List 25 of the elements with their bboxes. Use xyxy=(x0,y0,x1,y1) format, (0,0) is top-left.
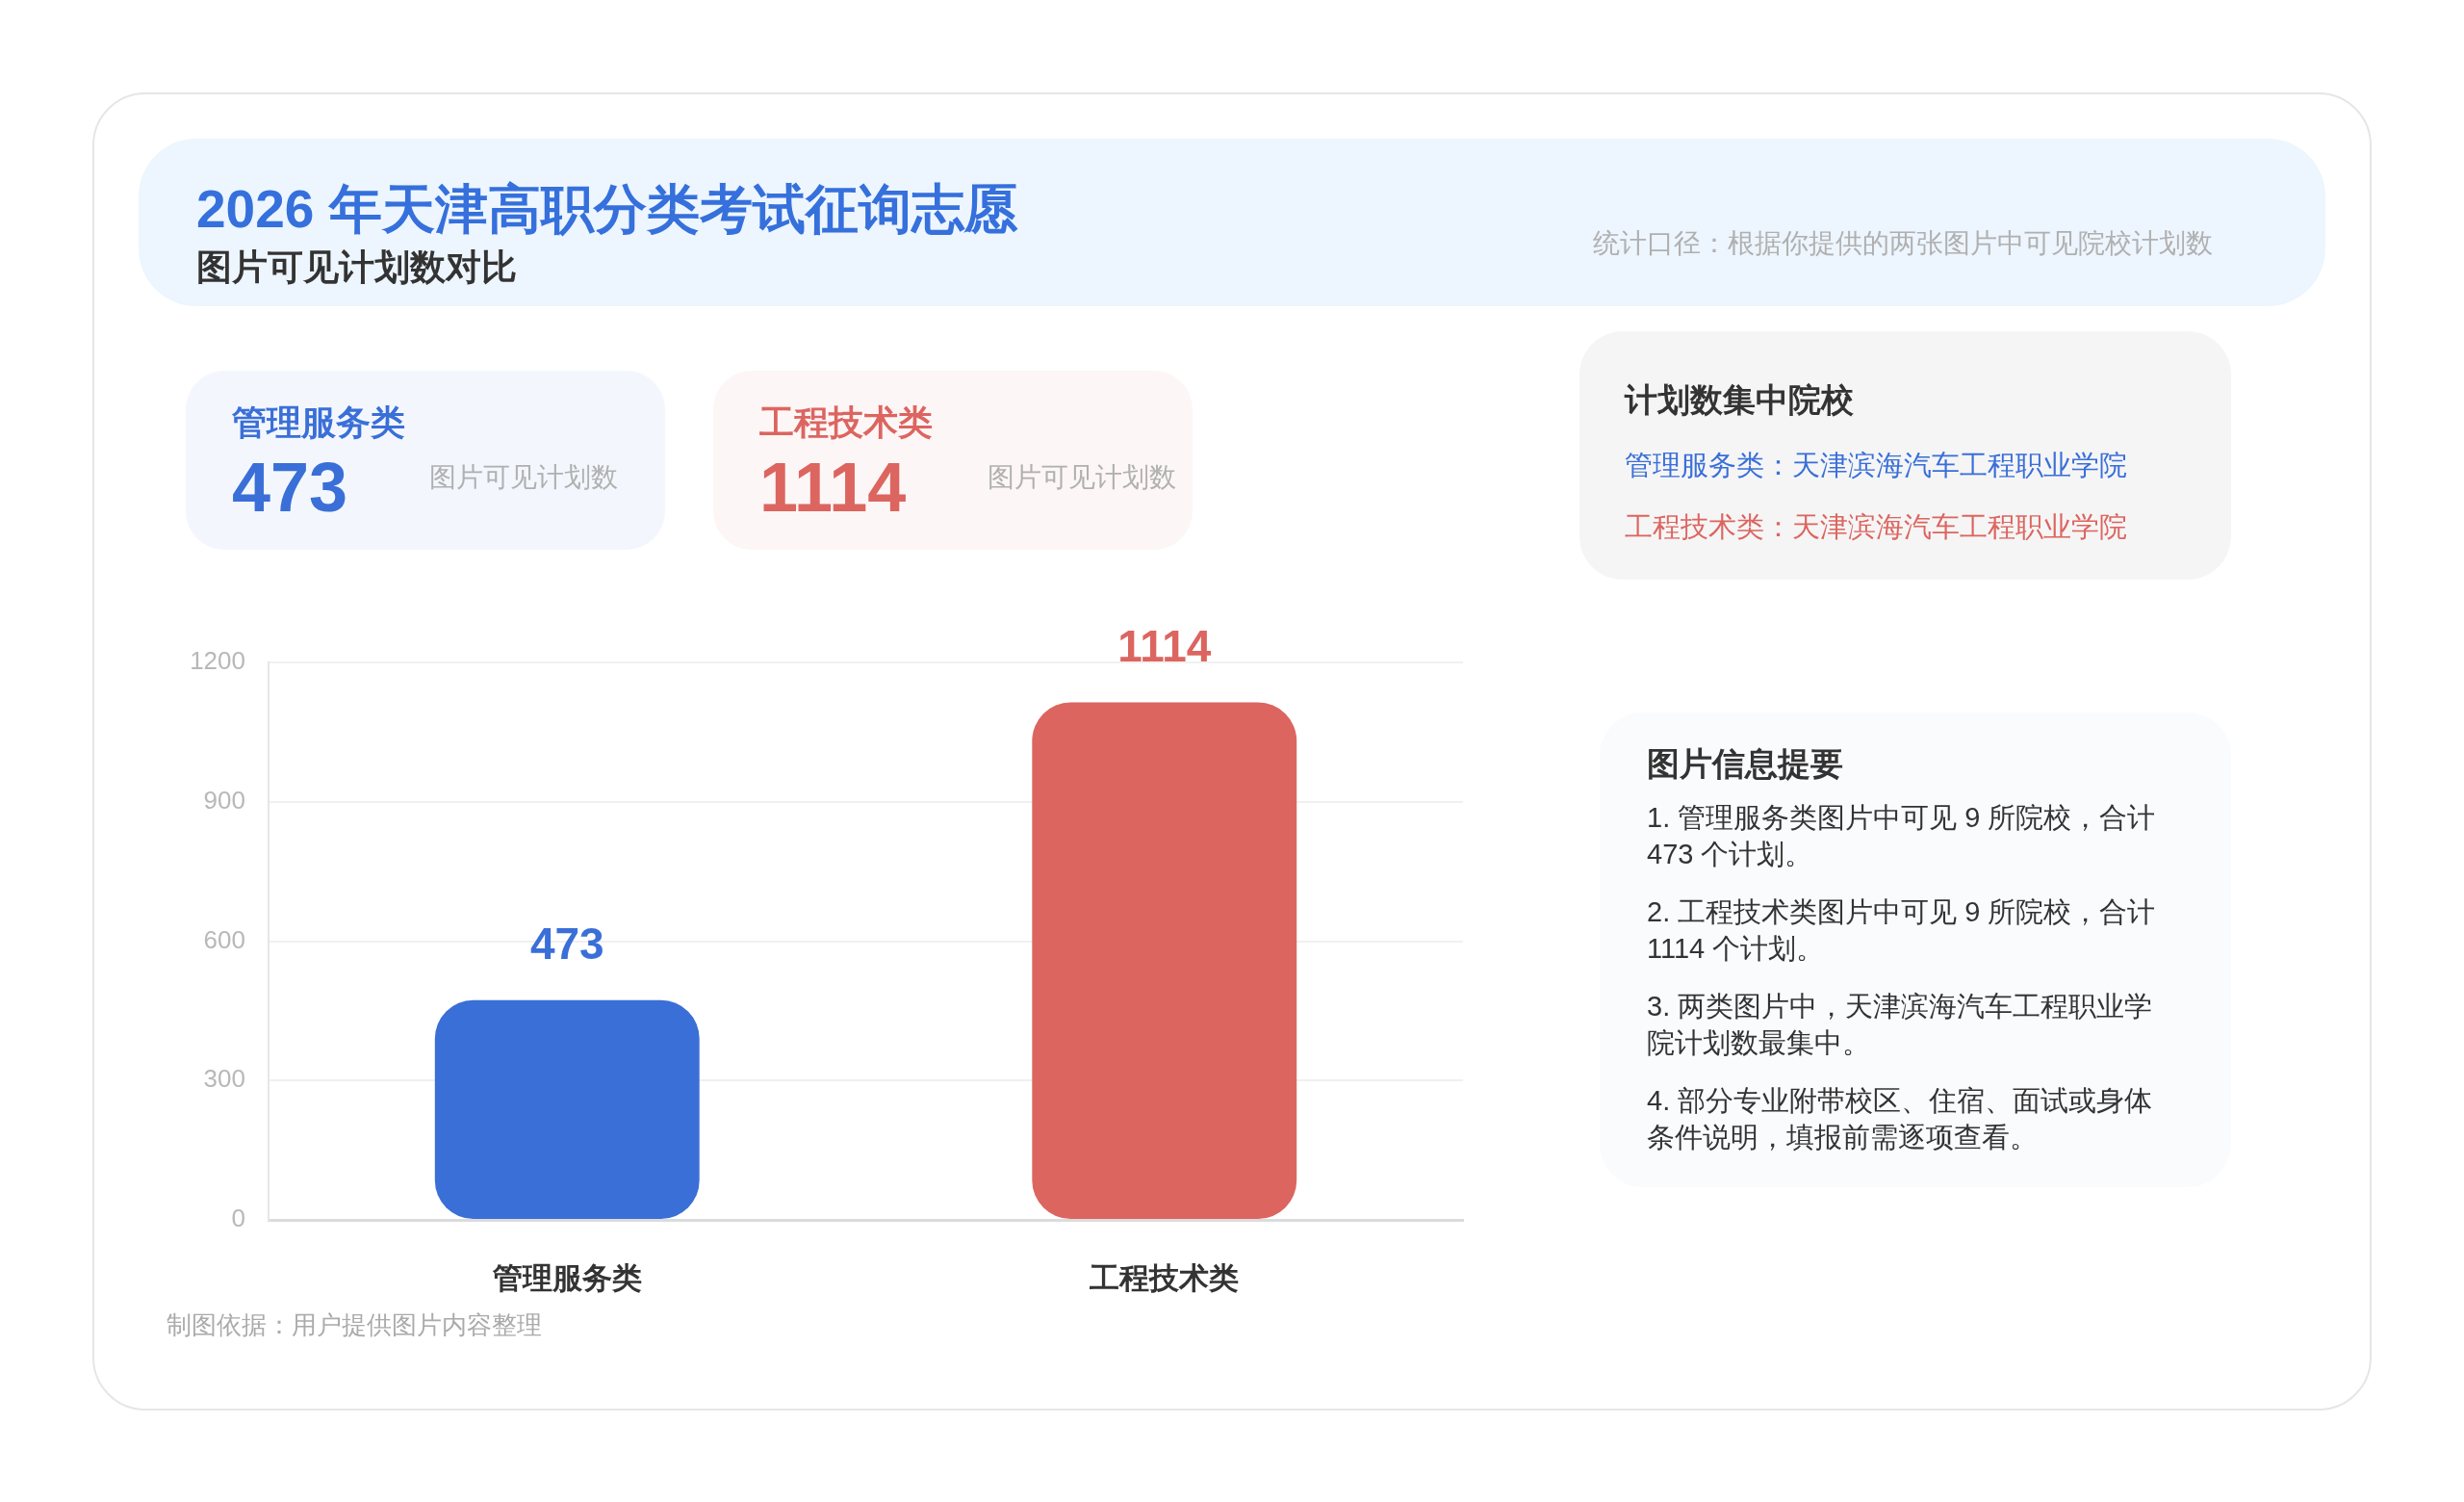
text: 2. 工程技术类图片中可见 9 所院校，合计 1114 个计划。 xyxy=(1647,895,2157,966)
data-label: 473 xyxy=(529,919,604,970)
chart-title: 2026 年天津高职分类考试征询志愿 xyxy=(196,178,1017,241)
text: 1. 管理服务类图片中可见 9 所院校，合计 473 个计划。 xyxy=(1647,801,2157,871)
data-label: 1114 xyxy=(759,449,907,526)
text: 3. 两类图片中，天津滨海汽车工程职业学院计划数最集中。 xyxy=(1647,990,2154,1060)
category-label: 管理服务类 xyxy=(232,401,405,444)
text: 图片可见计划数 xyxy=(988,461,1177,494)
y-tick-label: 900 xyxy=(203,785,245,815)
category-label: 工程技术类 xyxy=(759,401,933,444)
text: 管理服务类：天津滨海汽车工程职业学院 xyxy=(1625,449,2128,482)
chart-subtitle: 图片可见计划数对比 xyxy=(196,246,517,289)
y-tick-label: 0 xyxy=(231,1204,245,1233)
text: 制图依据：用户提供图片内容整理 xyxy=(167,1309,542,1340)
text: 统计口径：根据你提供的两张图片中可见院校计划数 xyxy=(1593,227,2213,260)
y-tick-label: 300 xyxy=(203,1064,245,1094)
text: 4. 部分专业附带校区、住宿、面试或身体条件说明，填报前需逐项查看。 xyxy=(1647,1084,2154,1154)
text: 图片可见计划数 xyxy=(429,461,619,494)
y-tick-label: 600 xyxy=(203,924,245,954)
y-tick-label: 1200 xyxy=(190,646,245,676)
data-label: 1114 xyxy=(1117,621,1212,672)
text: 计划数集中院校 xyxy=(1625,380,1855,419)
text: 图片信息提要 xyxy=(1647,744,1844,783)
data-label: 473 xyxy=(232,449,348,526)
text: 工程技术类：天津滨海汽车工程职业学院 xyxy=(1625,510,2128,544)
